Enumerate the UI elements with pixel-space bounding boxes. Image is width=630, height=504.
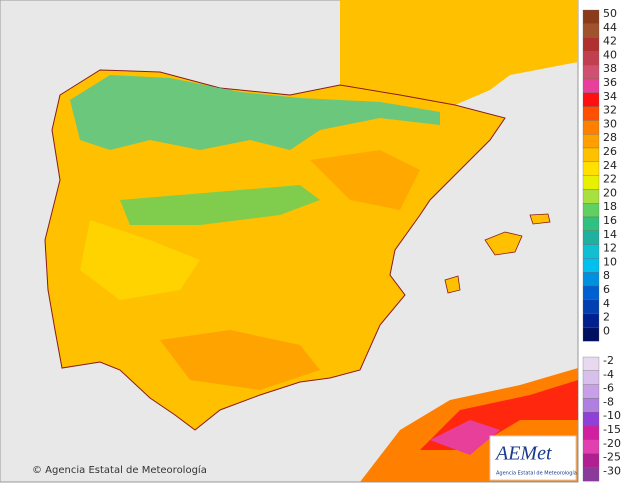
legend-label: 16 [603, 214, 617, 227]
legend-swatch [582, 439, 600, 454]
legend-swatch [582, 216, 600, 231]
legend-swatch [582, 425, 600, 440]
mallorca [484, 231, 523, 256]
legend-label: 30 [603, 117, 617, 130]
legend-label: -25 [603, 451, 621, 464]
legend-swatch [582, 230, 600, 245]
legend-label: -20 [603, 437, 621, 450]
legend-swatch [582, 398, 600, 413]
legend-swatch [582, 258, 600, 273]
legend-swatch [582, 65, 600, 80]
legend-label: 2 [603, 311, 610, 324]
legend-label: 32 [603, 104, 617, 117]
legend-label: 44 [603, 21, 617, 34]
ebro-warm [310, 150, 420, 210]
legend-label: -10 [603, 409, 621, 422]
legend-swatch [582, 203, 600, 218]
legend-swatch [582, 9, 600, 24]
legend-label: 34 [603, 90, 617, 103]
legend-label: -15 [603, 423, 621, 436]
legend-label: 20 [603, 186, 617, 199]
legend-swatch [582, 370, 600, 385]
legend-swatch [582, 356, 600, 371]
west-mild [80, 220, 200, 300]
legend-label: 42 [603, 35, 617, 48]
legend-swatch [582, 37, 600, 52]
legend-label: 10 [603, 255, 617, 268]
legend-label: 40 [603, 48, 617, 61]
legend-label: -2 [603, 354, 614, 367]
legend-label: -4 [603, 368, 614, 381]
legend-label: 6 [603, 283, 610, 296]
legend-label: 22 [603, 173, 617, 186]
credit: © Agencia Estatal de Meteorología [32, 464, 207, 476]
legend-swatch [582, 175, 600, 190]
ibiza [444, 275, 461, 294]
legend-label: 28 [603, 131, 617, 144]
logo-name: AEMet [494, 443, 552, 465]
legend-swatch [582, 147, 600, 162]
legend-label: -6 [603, 382, 614, 395]
legend-label: 8 [603, 269, 610, 282]
legend-swatch [582, 78, 600, 93]
france [340, 0, 578, 105]
legend-label: 50 [603, 7, 617, 20]
legend: 5044424038363432302826242220181614121086… [582, 7, 621, 482]
legend-swatch [582, 412, 600, 427]
legend-label: 26 [603, 145, 617, 158]
legend-swatch [582, 299, 600, 314]
legend-swatch [582, 161, 600, 176]
legend-label: 38 [603, 62, 617, 75]
legend-label: -30 [603, 464, 621, 477]
legend-label: 0 [603, 324, 610, 337]
legend-label: 24 [603, 159, 617, 172]
legend-swatch [582, 272, 600, 287]
legend-swatch [582, 51, 600, 66]
legend-label: 12 [603, 242, 617, 255]
legend-label: -8 [603, 395, 614, 408]
legend-swatch [582, 285, 600, 300]
legend-swatch [582, 189, 600, 204]
legend-swatch [582, 23, 600, 38]
legend-swatch [582, 134, 600, 149]
legend-swatch [582, 120, 600, 135]
legend-label: 4 [603, 297, 610, 310]
north-cool [70, 75, 440, 150]
legend-swatch [582, 92, 600, 107]
legend-label: 14 [603, 228, 617, 241]
logo-box [489, 435, 577, 481]
menorca [529, 213, 551, 225]
logo-subtitle: Agencia Estatal de Meteorología [496, 470, 577, 477]
legend-swatch [582, 327, 600, 342]
central-cool [120, 185, 320, 225]
legend-swatch [582, 244, 600, 259]
legend-swatch [582, 467, 600, 482]
africa-hottest [430, 420, 500, 455]
legend-label: 36 [603, 76, 617, 89]
legend-swatch [582, 453, 600, 468]
legend-swatch [582, 313, 600, 328]
legend-swatch [582, 106, 600, 121]
legend-swatch [582, 384, 600, 399]
legend-label: 18 [603, 200, 617, 213]
south-warm [160, 330, 320, 390]
